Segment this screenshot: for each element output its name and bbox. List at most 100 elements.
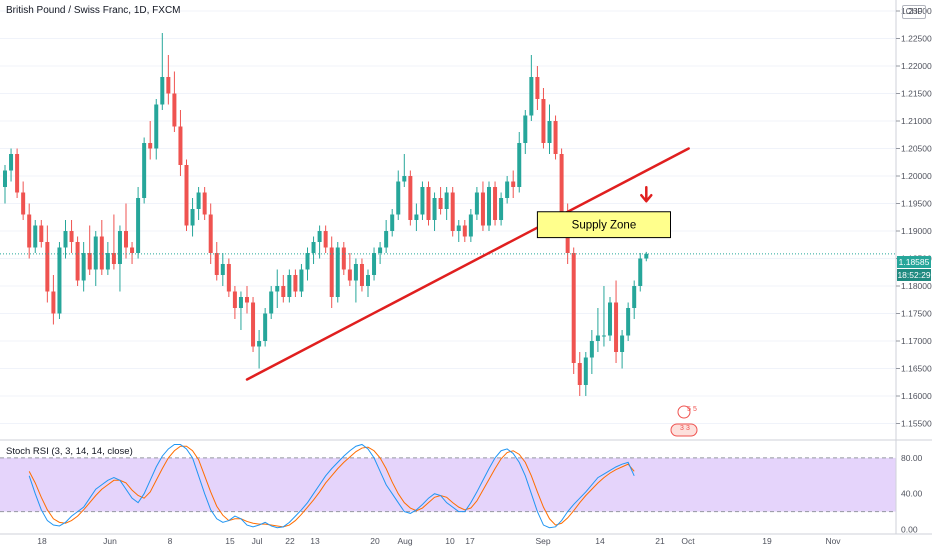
candle-up [299, 269, 304, 292]
candle-up [142, 143, 147, 198]
candle-down [15, 154, 20, 193]
drawings[interactable]: Supply Zone [0, 147, 896, 381]
candle-down [214, 253, 219, 275]
candle-down [27, 214, 32, 248]
time-tick-label: Nov [825, 536, 841, 546]
candle-up [154, 104, 159, 149]
price-tick-label: 1.15500 [901, 419, 932, 429]
candle-down [99, 236, 104, 270]
candle-down [577, 363, 582, 385]
candle-down [293, 275, 298, 292]
candle-up [487, 187, 491, 226]
candle-up [626, 308, 631, 336]
candle-down [178, 126, 183, 165]
candle-down [323, 231, 328, 248]
chart-title: British Pound / Swiss Franc, 1D, FXCM [6, 5, 181, 16]
time-tick-label: Jun [103, 536, 117, 546]
candle-down [166, 77, 171, 94]
candle-up [9, 154, 14, 171]
candle-up [287, 275, 292, 297]
candle-up [632, 286, 637, 308]
time-tick-label: Jul [252, 536, 263, 546]
candle-up [196, 192, 201, 209]
candle-up [384, 231, 389, 248]
stoch-rsi-tick-label: 80.00 [901, 453, 923, 463]
countdown-tag: 18:52:29 [897, 269, 931, 281]
candle-up [3, 170, 7, 187]
price-tick-label: 1.20500 [901, 144, 932, 154]
price-tick-label: 1.22500 [901, 34, 932, 44]
price-tick-label: 1.21500 [901, 89, 932, 99]
candle-up [372, 253, 377, 275]
stoch-rsi-band [0, 457, 896, 513]
candle-up [136, 198, 141, 253]
price-tick-label: 1.21000 [901, 116, 932, 126]
candle-up [317, 231, 322, 242]
time-tick-label: 20 [370, 536, 380, 546]
stoch-rsi-tick-label: 40.00 [901, 489, 923, 499]
candle-down [111, 253, 116, 264]
stoch-rsi-d-line [28, 445, 635, 528]
stoch-rsi-title: Stoch RSI (3, 3, 14, 14, close) [6, 446, 133, 457]
time-tick-label: 19 [762, 536, 772, 546]
candle-down [359, 264, 364, 286]
candle-down [21, 192, 26, 215]
candle-down [45, 242, 50, 292]
earnings-marker-icon [677, 405, 691, 419]
supply-zone-label: Supply Zone [572, 220, 637, 232]
candle-up [117, 231, 122, 264]
candle-up [105, 253, 110, 270]
earnings-count: 5 [693, 406, 697, 413]
time-tick-label: 13 [310, 536, 320, 546]
stoch-rsi-lines [28, 443, 635, 529]
time-tick-label: 14 [595, 536, 605, 546]
candle-down [559, 154, 564, 215]
candle-up [474, 192, 479, 215]
candle-down [462, 225, 467, 237]
candle-down [251, 302, 256, 347]
candle-up [190, 209, 195, 226]
currency-button[interactable]: CHF [902, 5, 926, 19]
price-tick-label: 1.22000 [901, 61, 932, 71]
candle-down [75, 242, 80, 281]
stoch-rsi-tick-label: 0.00 [901, 525, 918, 535]
candle-up [238, 297, 243, 308]
candle-down [87, 253, 92, 270]
candle-down [553, 121, 558, 154]
candle-down [541, 99, 546, 143]
time-tick-label: 22 [285, 536, 295, 546]
price-tick-label: 1.16000 [901, 391, 932, 401]
candle-down [208, 214, 213, 253]
candle-up [620, 335, 625, 352]
candle-up [420, 187, 425, 215]
candle-up [335, 247, 340, 297]
candle-up [414, 214, 419, 220]
candle-down [245, 297, 249, 303]
time-tick-label: Aug [397, 536, 412, 546]
dividend-count: 3 [686, 425, 690, 432]
candle-up [93, 236, 98, 270]
candle-up [33, 225, 38, 248]
candle-up [311, 242, 316, 253]
price-tick-label: 1.19500 [901, 199, 932, 209]
candle-up [57, 247, 62, 314]
candle-up [396, 181, 401, 215]
time-tick-label: Sep [535, 536, 550, 546]
candle-down [329, 247, 334, 297]
candle-up [499, 198, 504, 220]
time-tick-label: 15 [225, 536, 235, 546]
dividend-count: 3 [680, 425, 684, 432]
candle-down [571, 253, 576, 363]
time-tick-label: 8 [168, 536, 173, 546]
candle-down [281, 286, 286, 297]
candle-down [202, 192, 207, 215]
candle-down [69, 231, 74, 242]
time-tick-label: 18 [37, 536, 47, 546]
price-tick-label: 1.17500 [901, 309, 932, 319]
candle-up [402, 176, 407, 182]
price-tick-label: 1.19000 [901, 226, 932, 236]
event-markers[interactable]: 5 5 3 3 [670, 405, 698, 437]
time-tick-label: 10 [445, 536, 455, 546]
